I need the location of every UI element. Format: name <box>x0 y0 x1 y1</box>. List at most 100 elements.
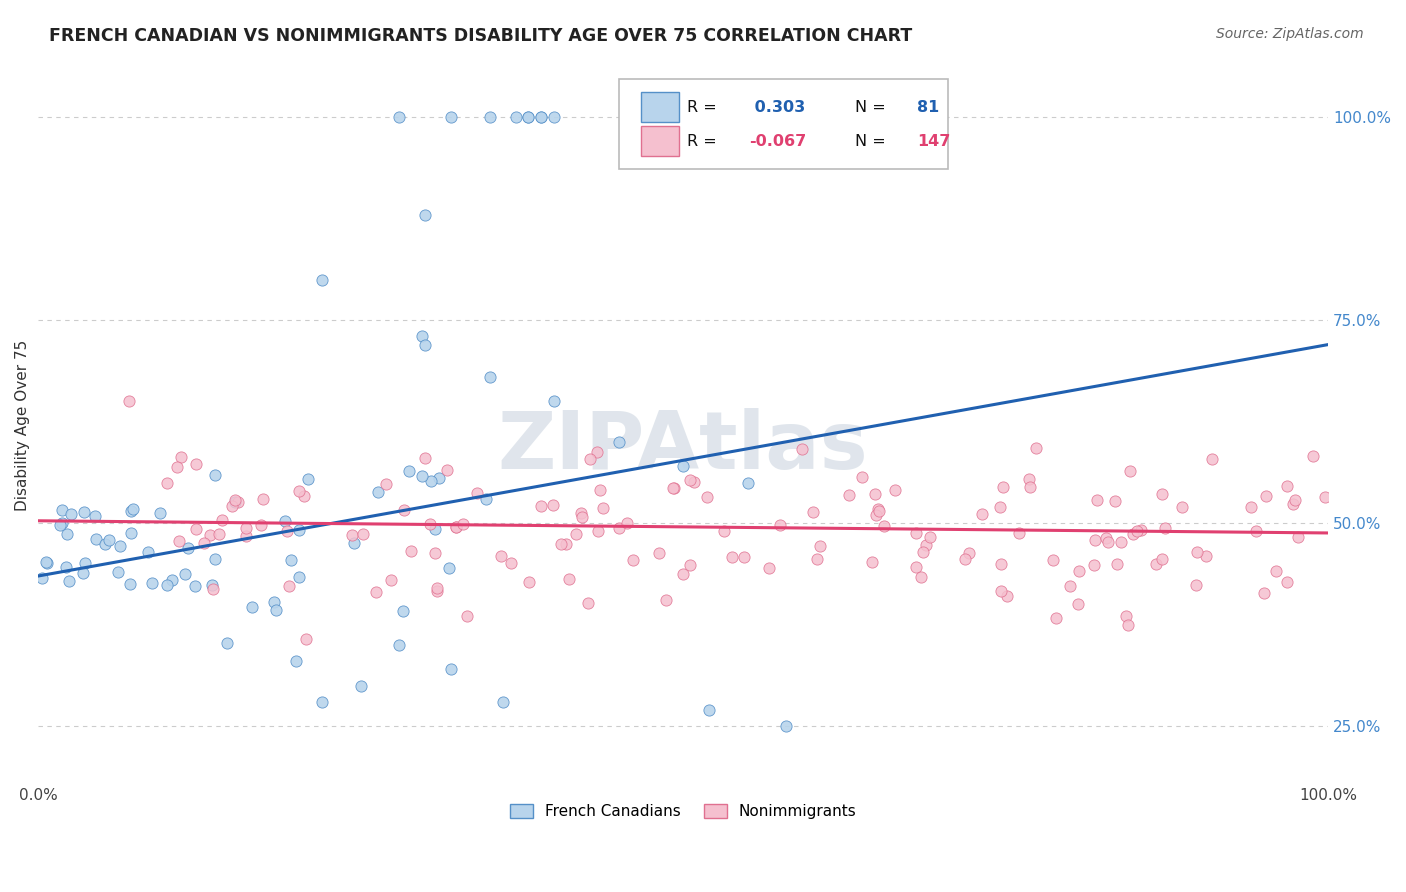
FancyBboxPatch shape <box>619 79 948 169</box>
Point <box>51 516 73 530</box>
Point <box>177 541 200 555</box>
Text: Source: ZipAtlas.com: Source: ZipAtlas.com <box>1216 27 1364 41</box>
Point <box>1201 452 1223 467</box>
Point <box>1105 557 1128 571</box>
Point <box>84 532 107 546</box>
Point <box>426 581 449 595</box>
Point <box>221 499 243 513</box>
Point <box>478 370 501 384</box>
Point <box>149 506 172 520</box>
Point <box>607 521 630 535</box>
Point <box>543 110 565 124</box>
Point <box>1185 545 1208 559</box>
Point <box>571 510 593 524</box>
Point <box>1118 464 1140 478</box>
Point <box>499 556 522 570</box>
Point <box>792 442 814 456</box>
Point <box>75 556 97 570</box>
Point <box>579 452 602 467</box>
Point <box>713 524 735 538</box>
Point <box>311 272 333 286</box>
Point <box>204 468 226 483</box>
Point <box>280 553 302 567</box>
Point <box>120 504 142 518</box>
Point <box>55 560 77 574</box>
Point <box>156 475 179 490</box>
Point <box>801 505 824 519</box>
Point <box>399 543 422 558</box>
Point <box>425 584 447 599</box>
Point <box>423 522 446 536</box>
Point <box>1018 472 1040 486</box>
Point <box>720 549 742 564</box>
Point <box>990 584 1012 599</box>
Point <box>200 528 222 542</box>
Point <box>436 463 458 477</box>
Point <box>808 540 831 554</box>
Point <box>343 536 366 550</box>
Point <box>252 492 274 507</box>
Point <box>918 530 941 544</box>
Point <box>72 566 94 581</box>
Text: -0.067: -0.067 <box>749 134 806 149</box>
Point <box>991 479 1014 493</box>
Point <box>367 485 389 500</box>
Point <box>1277 479 1299 493</box>
Point <box>661 481 683 495</box>
Point <box>235 529 257 543</box>
Point <box>1067 597 1090 611</box>
Point <box>117 394 139 409</box>
Point <box>1095 531 1118 545</box>
Point <box>156 578 179 592</box>
Point <box>851 469 873 483</box>
Point <box>1286 530 1309 544</box>
Text: 81: 81 <box>917 100 939 114</box>
Point <box>440 662 463 676</box>
Point <box>108 539 131 553</box>
Point <box>489 549 512 563</box>
Point <box>364 585 387 599</box>
Point <box>297 472 319 486</box>
Point <box>55 527 77 541</box>
Point <box>957 546 980 560</box>
Point <box>1195 549 1218 563</box>
Point <box>295 632 318 646</box>
Point <box>775 719 797 733</box>
Point <box>1171 500 1194 514</box>
Point <box>1313 490 1336 504</box>
Point <box>120 525 142 540</box>
Point <box>769 517 792 532</box>
Point <box>288 570 311 584</box>
Point <box>263 595 285 609</box>
Point <box>517 110 540 124</box>
Point <box>1025 441 1047 455</box>
Point <box>31 571 53 585</box>
Point <box>249 518 271 533</box>
Point <box>505 110 527 124</box>
Point <box>240 599 263 614</box>
Point <box>655 592 678 607</box>
Point <box>1104 493 1126 508</box>
Text: 147: 147 <box>917 134 950 149</box>
Point <box>288 524 311 538</box>
Point <box>1253 586 1275 600</box>
Point <box>311 695 333 709</box>
Text: ZIPAtlas: ZIPAtlas <box>498 409 869 486</box>
Point <box>990 557 1012 571</box>
Point <box>737 475 759 490</box>
Point <box>863 487 886 501</box>
Point <box>202 582 225 597</box>
Point <box>398 463 420 477</box>
Point <box>94 537 117 551</box>
Point <box>235 521 257 535</box>
Point <box>1085 492 1108 507</box>
Point <box>1302 450 1324 464</box>
Point <box>292 489 315 503</box>
Point <box>1126 524 1149 538</box>
Point <box>1152 487 1174 501</box>
Point <box>953 551 976 566</box>
Point <box>413 451 436 466</box>
Point <box>169 534 191 549</box>
Point <box>34 555 56 569</box>
Point <box>662 481 685 495</box>
